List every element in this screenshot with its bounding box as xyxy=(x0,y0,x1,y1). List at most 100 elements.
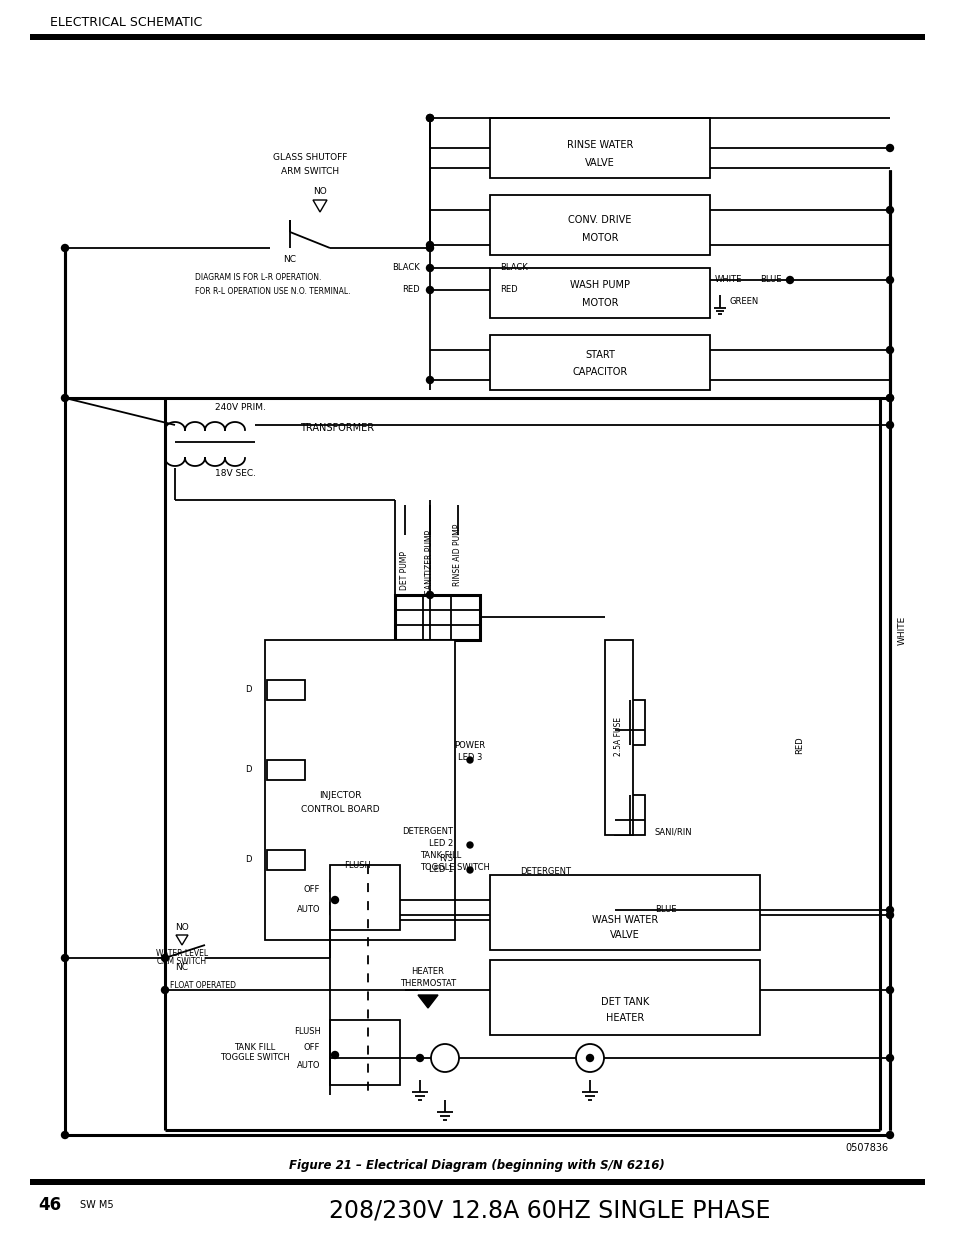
Circle shape xyxy=(885,1055,893,1062)
Circle shape xyxy=(426,377,433,384)
Text: AUTO: AUTO xyxy=(296,1061,319,1070)
Text: CONV. DRIVE: CONV. DRIVE xyxy=(568,215,631,225)
Bar xyxy=(490,195,709,254)
Text: FLUSH: FLUSH xyxy=(344,861,371,869)
Text: R/S: R/S xyxy=(438,853,453,862)
Bar xyxy=(267,850,305,869)
Text: CONTROL BOARD: CONTROL BOARD xyxy=(300,805,379,815)
Text: RED: RED xyxy=(402,285,419,294)
Text: TOGGLE SWITCH: TOGGLE SWITCH xyxy=(220,1053,290,1062)
Bar xyxy=(490,960,760,1035)
Text: GLASS SHUTOFF: GLASS SHUTOFF xyxy=(273,153,347,163)
Text: FOR R-L OPERATION USE N.O. TERMINAL.: FOR R-L OPERATION USE N.O. TERMINAL. xyxy=(194,287,350,295)
Circle shape xyxy=(885,394,893,401)
Circle shape xyxy=(426,287,433,294)
Text: WHITE: WHITE xyxy=(897,615,905,645)
Text: AUTO: AUTO xyxy=(296,905,319,914)
Bar xyxy=(395,595,479,640)
Text: WASH WATER: WASH WATER xyxy=(591,915,658,925)
Text: TANK FILL: TANK FILL xyxy=(234,1042,275,1051)
Circle shape xyxy=(426,245,433,252)
Circle shape xyxy=(426,115,433,121)
Circle shape xyxy=(885,206,893,214)
Text: CAPACITOR: CAPACITOR xyxy=(572,367,627,377)
Circle shape xyxy=(331,897,338,904)
Bar xyxy=(330,1020,399,1086)
Text: 46: 46 xyxy=(38,1195,61,1214)
Text: BLUE: BLUE xyxy=(760,275,781,284)
Text: RINSE AID PUMP: RINSE AID PUMP xyxy=(453,524,462,587)
Text: DETERGENT: DETERGENT xyxy=(401,827,453,836)
Circle shape xyxy=(885,911,893,919)
Text: TANK FILL: TANK FILL xyxy=(419,851,460,860)
Bar xyxy=(615,700,644,745)
Text: START: START xyxy=(584,350,615,359)
Circle shape xyxy=(586,1055,593,1062)
Circle shape xyxy=(885,1131,893,1139)
Circle shape xyxy=(885,421,893,429)
Text: BLACK: BLACK xyxy=(499,263,527,273)
Circle shape xyxy=(885,906,893,914)
Circle shape xyxy=(885,394,893,401)
Polygon shape xyxy=(313,200,327,212)
Text: NC: NC xyxy=(283,256,296,264)
Text: SANITIZER PUMP: SANITIZER PUMP xyxy=(425,530,434,594)
Text: D: D xyxy=(245,856,252,864)
Bar xyxy=(490,335,709,390)
Bar xyxy=(330,864,399,930)
Circle shape xyxy=(61,1131,69,1139)
Text: TOGGLE SWITCH: TOGGLE SWITCH xyxy=(419,862,489,872)
Text: ARM SWITCH: ARM SWITCH xyxy=(280,168,338,177)
Circle shape xyxy=(467,842,473,848)
Text: MOTOR: MOTOR xyxy=(581,233,618,243)
Text: OFF: OFF xyxy=(303,1044,319,1052)
Text: DETERGENT: DETERGENT xyxy=(519,867,571,877)
Circle shape xyxy=(331,1051,338,1058)
Bar xyxy=(490,119,709,178)
Text: THERMOSTAT: THERMOSTAT xyxy=(399,978,456,988)
Text: LED 1: LED 1 xyxy=(428,866,453,874)
Text: NC: NC xyxy=(175,963,189,972)
Text: BLACK: BLACK xyxy=(392,263,419,273)
Text: D: D xyxy=(245,766,252,774)
Polygon shape xyxy=(330,1037,350,1050)
Circle shape xyxy=(885,277,893,284)
Text: BLUE: BLUE xyxy=(655,905,676,914)
Text: LED 3: LED 3 xyxy=(457,752,481,762)
Polygon shape xyxy=(175,935,188,945)
Bar xyxy=(265,640,455,940)
Text: OFF: OFF xyxy=(303,885,319,894)
Circle shape xyxy=(61,394,69,401)
Circle shape xyxy=(161,987,169,993)
Polygon shape xyxy=(417,995,437,1008)
Text: WATER LEVEL: WATER LEVEL xyxy=(155,948,208,957)
Circle shape xyxy=(61,245,69,252)
Circle shape xyxy=(426,264,433,272)
Polygon shape xyxy=(330,881,350,892)
Bar xyxy=(30,1179,924,1186)
Circle shape xyxy=(426,115,433,121)
Circle shape xyxy=(431,1044,458,1072)
Text: RED: RED xyxy=(499,285,517,294)
Text: POWER: POWER xyxy=(454,741,485,750)
Text: RED: RED xyxy=(795,736,803,753)
Text: NO: NO xyxy=(313,188,327,196)
Text: Figure 21 – Electrical Diagram (beginning with S/N 6216): Figure 21 – Electrical Diagram (beginnin… xyxy=(289,1158,664,1172)
Polygon shape xyxy=(330,902,350,915)
Text: ELECTRICAL SCHEMATIC: ELECTRICAL SCHEMATIC xyxy=(50,16,202,28)
Circle shape xyxy=(785,277,793,284)
Text: MOTOR: MOTOR xyxy=(581,298,618,308)
Text: LED 2: LED 2 xyxy=(428,840,453,848)
Polygon shape xyxy=(330,1057,350,1070)
Text: 18V SEC.: 18V SEC. xyxy=(214,468,255,478)
Circle shape xyxy=(416,1055,423,1062)
Circle shape xyxy=(467,757,473,763)
Bar xyxy=(615,795,644,835)
Bar xyxy=(490,268,709,317)
Text: 240V PRIM.: 240V PRIM. xyxy=(214,404,266,412)
Text: FLOAT OPERATED: FLOAT OPERATED xyxy=(170,981,235,989)
Text: RINSE WATER: RINSE WATER xyxy=(566,140,633,149)
Text: D: D xyxy=(245,685,252,694)
Text: FLUSH: FLUSH xyxy=(294,1028,321,1036)
Circle shape xyxy=(885,347,893,353)
